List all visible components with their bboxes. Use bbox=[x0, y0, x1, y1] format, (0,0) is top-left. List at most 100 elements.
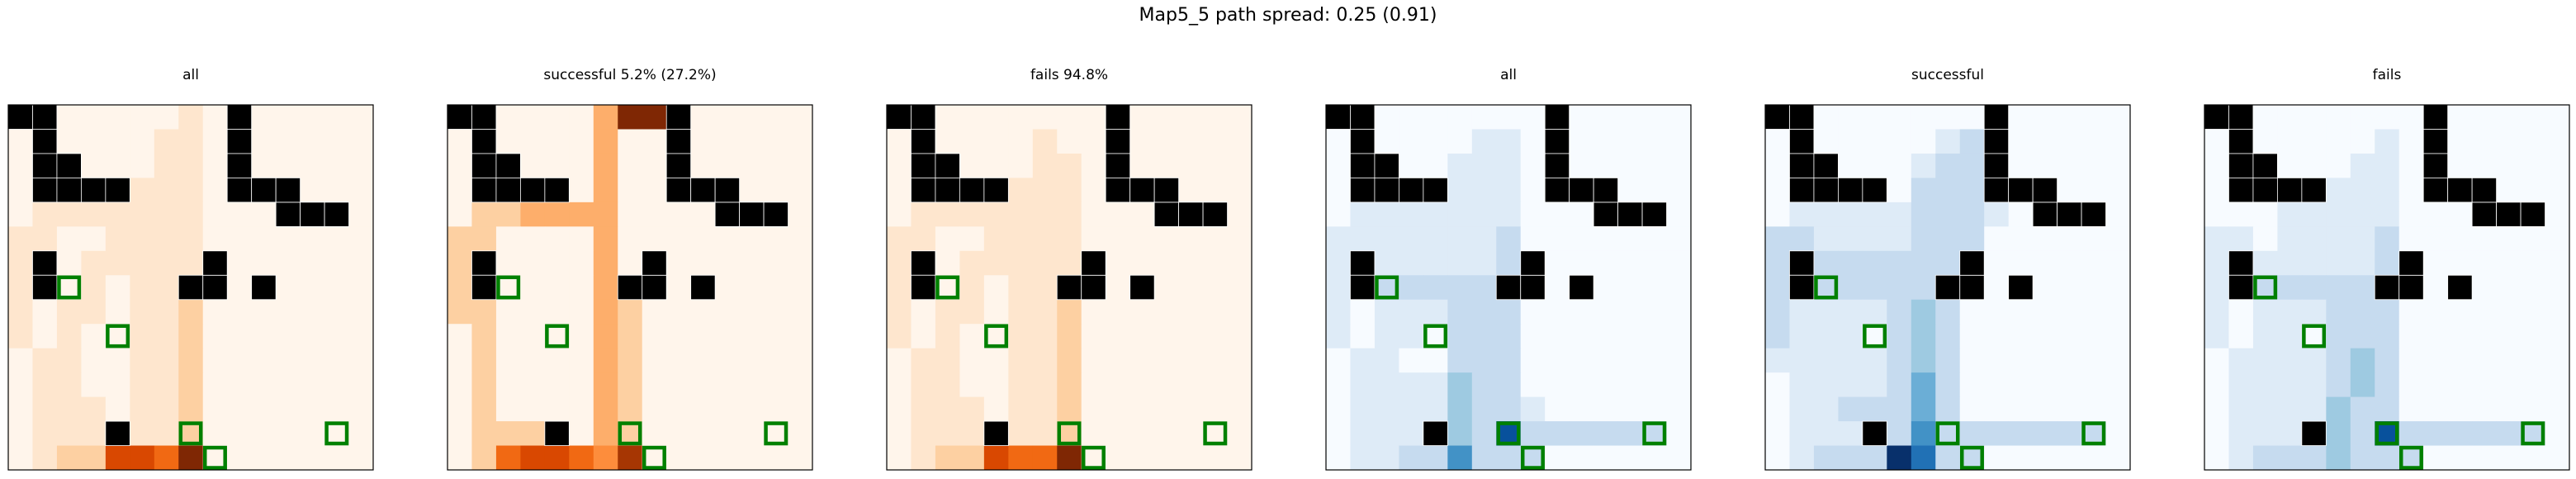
heat-cell bbox=[544, 348, 570, 373]
obstacle-cell bbox=[2447, 177, 2473, 203]
heat-cell bbox=[959, 250, 985, 276]
obstacle-cell bbox=[2398, 274, 2424, 301]
obstacle-cell bbox=[1056, 274, 1082, 301]
heat-cell bbox=[1765, 226, 1790, 252]
heat-cell bbox=[2252, 105, 2278, 130]
heat-cell bbox=[935, 226, 960, 252]
obstacle-cell bbox=[471, 129, 497, 154]
heat-cell bbox=[1471, 372, 1497, 397]
obstacle-cell bbox=[1983, 177, 2010, 203]
heat-cell bbox=[1106, 445, 1131, 471]
heat-cell bbox=[1057, 445, 1082, 471]
heat-cell bbox=[959, 202, 985, 227]
heat-cell bbox=[2326, 275, 2351, 301]
heat-cell bbox=[1374, 372, 1399, 397]
heat-cell bbox=[1935, 396, 1961, 422]
heat-cell bbox=[495, 226, 521, 252]
heat-cell bbox=[471, 299, 497, 325]
heat-cell bbox=[788, 153, 813, 178]
heat-cell bbox=[2472, 153, 2497, 178]
heat-cell bbox=[1887, 372, 1912, 397]
heat-cell bbox=[569, 421, 594, 446]
heat-cell bbox=[1887, 348, 1912, 373]
heat-cell bbox=[1471, 421, 1497, 446]
heat-cell bbox=[1666, 178, 1692, 203]
heat-cell bbox=[495, 445, 521, 471]
heat-cell bbox=[1178, 421, 1204, 446]
heat-cell bbox=[2301, 299, 2327, 325]
heat-cell bbox=[2375, 299, 2400, 325]
obstacle-cell bbox=[81, 177, 107, 203]
obstacle-cell bbox=[617, 274, 643, 301]
obstacle-cell bbox=[911, 153, 936, 178]
heat-cell bbox=[1081, 178, 1106, 203]
heat-cell bbox=[1887, 324, 1912, 349]
heat-cell bbox=[1032, 226, 1058, 252]
heat-cell bbox=[1032, 178, 1058, 203]
heat-cell bbox=[1642, 178, 1667, 203]
heat-cell bbox=[105, 275, 130, 301]
heatmap-panel bbox=[886, 104, 1252, 471]
heat-cell bbox=[1399, 105, 1424, 130]
heat-cell bbox=[251, 153, 277, 178]
heat-cell bbox=[1593, 348, 1618, 373]
heat-cell bbox=[1227, 372, 1252, 397]
heat-cell bbox=[1106, 396, 1131, 422]
heat-cell bbox=[81, 129, 107, 154]
heat-cell bbox=[1326, 445, 1351, 471]
heat-cell bbox=[1935, 324, 1961, 349]
heat-cell bbox=[2447, 250, 2473, 276]
heat-cell bbox=[1545, 226, 1570, 252]
heat-cell bbox=[2204, 153, 2229, 178]
heat-cell bbox=[154, 105, 179, 130]
heat-cell bbox=[1520, 299, 1546, 325]
heat-cell bbox=[1959, 396, 1985, 422]
heat-cell bbox=[2423, 202, 2449, 227]
heat-cell bbox=[618, 299, 643, 325]
heat-cell bbox=[2545, 250, 2570, 276]
heat-cell bbox=[324, 105, 349, 130]
heat-cell bbox=[1862, 105, 1887, 130]
heat-cell bbox=[2277, 324, 2303, 349]
heat-cell bbox=[251, 299, 277, 325]
heat-cell bbox=[154, 421, 179, 446]
heat-cell bbox=[2423, 421, 2449, 446]
heat-cell bbox=[2326, 348, 2351, 373]
heat-cell bbox=[227, 275, 253, 301]
heat-cell bbox=[1447, 202, 1473, 227]
heat-cell bbox=[2496, 348, 2522, 373]
heat-cell bbox=[911, 348, 936, 373]
heat-cell bbox=[2398, 202, 2424, 227]
obstacle-cell bbox=[1178, 202, 1204, 227]
obstacle-cell bbox=[2422, 104, 2449, 130]
heat-cell bbox=[2521, 129, 2545, 154]
heat-cell bbox=[1423, 202, 1448, 227]
goal-marker bbox=[2398, 445, 2423, 470]
obstacle-cell bbox=[642, 274, 667, 301]
heat-cell bbox=[1447, 129, 1473, 154]
heat-cell bbox=[2081, 178, 2106, 203]
heat-cell bbox=[105, 202, 130, 227]
heat-cell bbox=[300, 348, 325, 373]
heat-cell bbox=[154, 250, 179, 276]
heat-cell bbox=[1496, 129, 1522, 154]
heat-cell bbox=[887, 372, 912, 397]
heat-cell bbox=[2350, 250, 2375, 276]
heat-cell bbox=[2057, 153, 2082, 178]
heat-cell bbox=[2350, 202, 2375, 227]
heat-cell bbox=[911, 372, 936, 397]
heat-cell bbox=[2545, 299, 2570, 325]
heat-cell bbox=[1545, 348, 1570, 373]
heat-cell bbox=[2301, 372, 2327, 397]
heat-cell bbox=[2326, 153, 2351, 178]
obstacle-cell bbox=[1544, 104, 1570, 130]
heat-cell bbox=[227, 372, 253, 397]
heat-cell bbox=[1569, 396, 1594, 422]
heat-cell bbox=[2204, 178, 2229, 203]
panel-title: fails 94.8% bbox=[1030, 67, 1109, 83]
heat-cell bbox=[324, 445, 349, 471]
heat-cell bbox=[569, 105, 594, 130]
heat-cell bbox=[1106, 202, 1131, 227]
heat-cell bbox=[2375, 178, 2400, 203]
